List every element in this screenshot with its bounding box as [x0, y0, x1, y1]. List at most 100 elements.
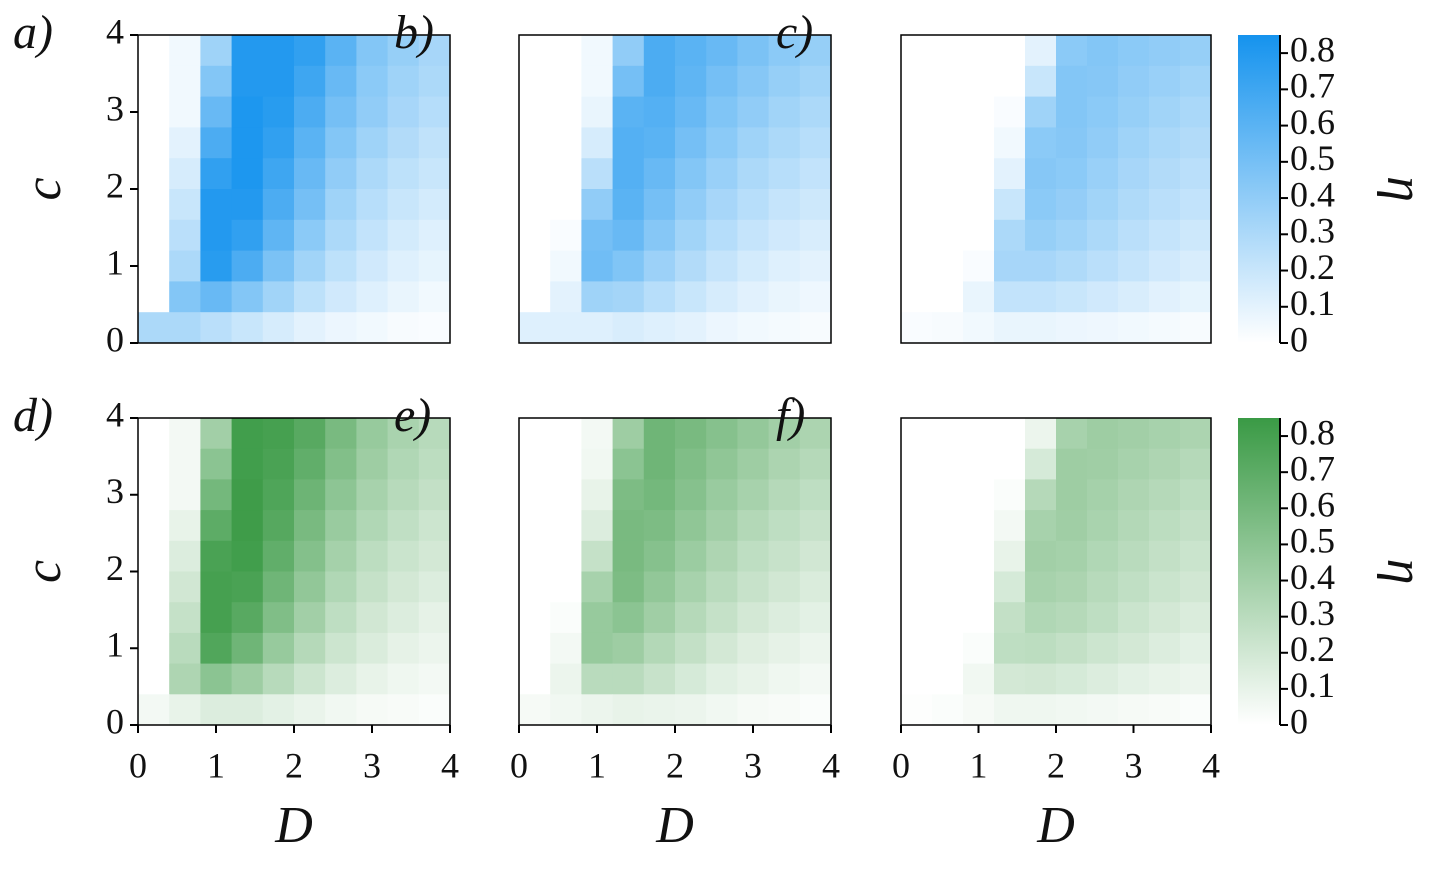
heat-cell [1087, 571, 1119, 603]
heat-cell [799, 540, 832, 572]
heat-cell [262, 571, 295, 603]
heat-cell [706, 571, 738, 603]
heat-cell [1087, 418, 1119, 450]
heat-cell [550, 96, 582, 128]
heat-cell [294, 35, 326, 67]
y-tick-label: 1 [106, 242, 124, 282]
heat-cell [200, 632, 233, 665]
heat-cell [550, 540, 582, 572]
heat-cell [612, 158, 645, 190]
heat-cell [675, 158, 707, 190]
heat-cell [706, 602, 738, 634]
heat-cell [387, 250, 420, 282]
heat-cell [963, 219, 995, 252]
colorbar-tick-label: 0.4 [1290, 174, 1335, 214]
heat-cell [799, 158, 832, 190]
heat-cell [169, 189, 201, 221]
heat-cell [799, 127, 832, 159]
heat-cell [963, 35, 995, 67]
x-tick-label: 0 [892, 745, 910, 785]
heat-cell [675, 540, 707, 572]
heat-cell [294, 219, 326, 252]
heat-cell [294, 127, 326, 159]
heat-cell [1087, 540, 1119, 572]
heat-cell [1149, 663, 1181, 695]
heat-cell [901, 632, 933, 665]
heat-cell [1025, 694, 1057, 726]
heat-cell [581, 281, 614, 313]
heat-cell [356, 219, 389, 252]
heat-cell [612, 189, 645, 221]
heat-cell [1149, 312, 1181, 344]
heat-cell [1056, 35, 1088, 67]
heat-cell [643, 479, 676, 511]
heat-cell [231, 540, 264, 572]
heat-cell [418, 510, 451, 542]
heat-cell [356, 418, 389, 450]
heat-cell [550, 158, 582, 190]
heat-cell [387, 219, 420, 252]
heat-cell [550, 219, 582, 252]
heat-cell [325, 632, 357, 665]
heat-cell [200, 312, 233, 344]
heat-cell [1025, 158, 1057, 190]
heat-cell [169, 602, 201, 634]
heat-cell [1118, 65, 1150, 98]
heat-cell [932, 571, 964, 603]
heat-cell [231, 602, 264, 634]
heat-cell [262, 694, 295, 726]
heat-cell [675, 479, 707, 511]
heat-cell [200, 571, 233, 603]
heat-cell [200, 219, 233, 252]
heat-cell [963, 448, 995, 480]
heat-cell [1087, 312, 1119, 344]
heat-cell [963, 250, 995, 282]
heat-cell [1025, 35, 1057, 67]
heat-cell [1118, 127, 1150, 159]
heat-cell [706, 250, 738, 282]
heat-cell [325, 418, 357, 450]
heat-cell [932, 127, 964, 159]
heat-cell [799, 694, 832, 726]
panel-label: b) [394, 6, 434, 59]
heat-cell [994, 479, 1026, 511]
heat-cell [994, 65, 1026, 98]
heat-cell [932, 219, 964, 252]
heat-cell [643, 540, 676, 572]
heat-cell [963, 418, 995, 450]
heat-cell [675, 250, 707, 282]
heat-cell [1118, 448, 1150, 480]
heat-cell [1118, 694, 1150, 726]
heat-cell [1056, 312, 1088, 344]
heat-cell [519, 35, 551, 67]
heat-cell [963, 281, 995, 313]
heat-cell [675, 312, 707, 344]
heat-cell [138, 602, 170, 634]
heat-cell [1025, 510, 1057, 542]
heat-cell [675, 189, 707, 221]
heat-cell [643, 96, 676, 128]
heat-cell [262, 418, 295, 450]
heat-cell [262, 127, 295, 159]
heat-cell [1180, 632, 1212, 665]
heat-cell [901, 65, 933, 98]
heat-cell [675, 448, 707, 480]
heat-cell [138, 96, 170, 128]
heat-cell [1149, 189, 1181, 221]
heat-cell [1118, 96, 1150, 128]
heat-cell [262, 479, 295, 511]
heat-cell [901, 418, 933, 450]
heat-cell [231, 158, 264, 190]
heat-cell [901, 479, 933, 511]
heat-cell [1149, 694, 1181, 726]
heat-cell [325, 663, 357, 695]
heat-cell [706, 479, 738, 511]
heat-cell [1118, 571, 1150, 603]
heat-cell [387, 540, 420, 572]
x-tick-label: 4 [441, 745, 459, 785]
heat-cell [200, 479, 233, 511]
heat-cell [231, 571, 264, 603]
heat-cell [325, 127, 357, 159]
heat-cell [294, 694, 326, 726]
heat-cell [932, 632, 964, 665]
